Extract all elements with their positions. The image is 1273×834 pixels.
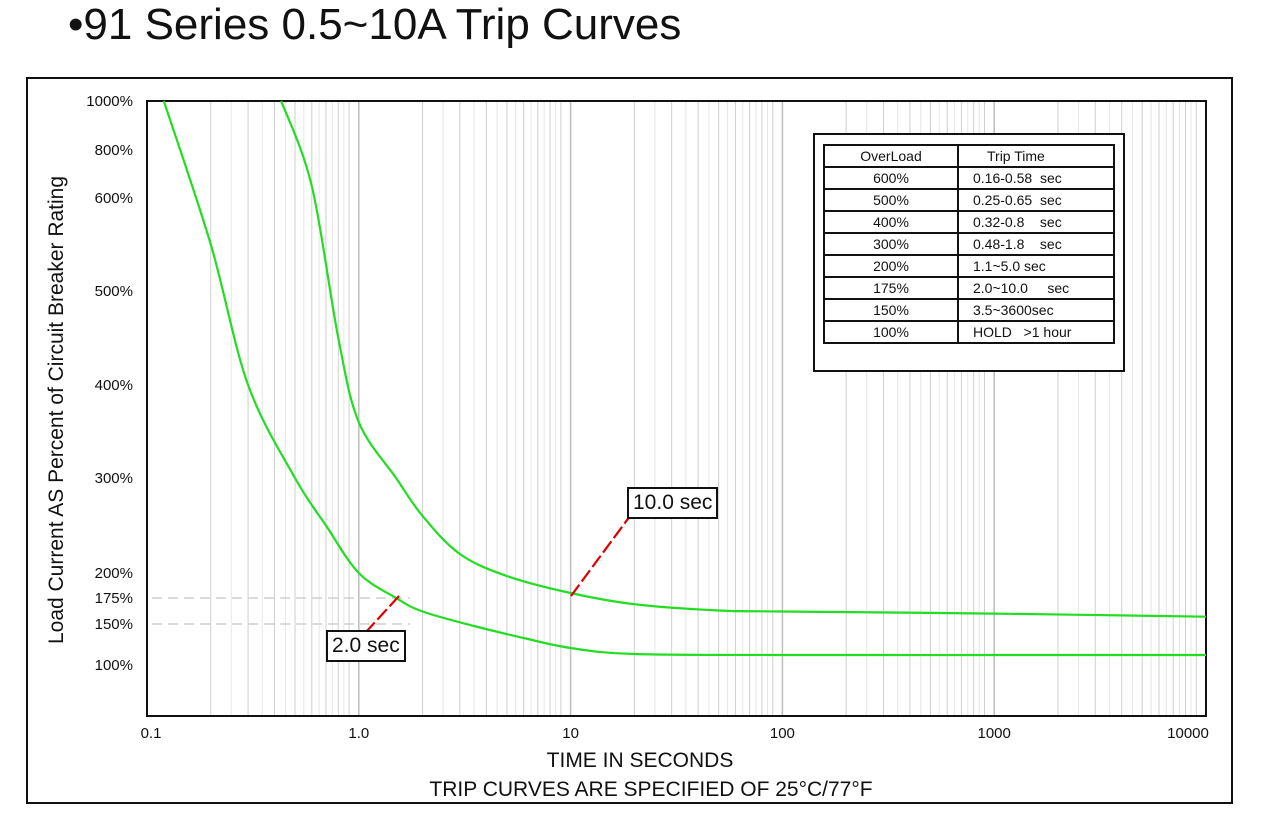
header-trip-time: Trip Time bbox=[957, 144, 1115, 168]
callout-2-sec: 2.0 sec bbox=[326, 630, 406, 662]
leader-10-sec bbox=[570, 515, 631, 597]
trip-time-cell: 0.25-0.65 sec bbox=[957, 188, 1115, 212]
x-tick-label: 100 bbox=[770, 725, 795, 742]
trip-time-cell: 1.1~5.0 sec bbox=[957, 254, 1115, 278]
y-axis-label: Load Current AS Percent of Circuit Break… bbox=[45, 176, 68, 644]
x-tick-label: 10000 bbox=[1167, 725, 1209, 742]
overload-cell: 600% bbox=[823, 166, 959, 190]
x-axis-label: TIME IN SECONDS bbox=[547, 749, 734, 772]
callout-10-sec: 10.0 sec bbox=[627, 487, 719, 519]
trip-curve-minimum bbox=[162, 100, 1206, 657]
y-tick-label: 500% bbox=[95, 283, 133, 300]
x-tick-label: 1.0 bbox=[348, 725, 369, 742]
x-tick-label: 1000 bbox=[978, 725, 1011, 742]
trip-time-cell: 0.48-1.8 sec bbox=[957, 232, 1115, 256]
leader-2-sec bbox=[365, 595, 400, 633]
page-title: •91 Series 0.5~10A Trip Curves bbox=[68, 0, 682, 49]
chart-subtitle: TRIP CURVES ARE SPECIFIED OF 25°C/77°F bbox=[429, 778, 872, 801]
overload-cell: 175% bbox=[823, 276, 959, 300]
reference-lines bbox=[152, 597, 410, 625]
y-tick-labels: 1000% 800% 600% 500% 400% 300% 200% 175% 150% 100… bbox=[86, 93, 133, 674]
y-tick-label: 400% bbox=[95, 377, 133, 394]
trip-time-cell: 2.0~10.0 sec bbox=[957, 276, 1115, 300]
y-tick-label: 600% bbox=[95, 190, 133, 207]
y-tick-label: 150% bbox=[95, 616, 133, 633]
overload-cell: 400% bbox=[823, 210, 959, 234]
y-tick-label: 1000% bbox=[86, 93, 133, 110]
trip-time-cell: HOLD >1 hour bbox=[957, 320, 1115, 344]
table-row: 400% 0.32-0.8 sec bbox=[823, 210, 1115, 234]
y-tick-label: 300% bbox=[95, 470, 133, 487]
overload-cell: 150% bbox=[823, 298, 959, 322]
trip-time-cell: 3.5~3600sec bbox=[957, 298, 1115, 322]
table-row: 100% HOLD >1 hour bbox=[823, 320, 1115, 344]
y-tick-label: 200% bbox=[95, 565, 133, 582]
chart-frame bbox=[26, 77, 1233, 804]
header-overload: OverLoad bbox=[823, 144, 959, 168]
overload-cell: 100% bbox=[823, 320, 959, 344]
overload-cell: 500% bbox=[823, 188, 959, 212]
table-row: 600% 0.16-0.58 sec bbox=[823, 166, 1115, 190]
table-header-row: OverLoad Trip Time bbox=[823, 144, 1115, 168]
y-tick-label: 100% bbox=[95, 657, 133, 674]
trip-time-cell: 0.16-0.58 sec bbox=[957, 166, 1115, 190]
plot-area-border bbox=[146, 100, 1207, 717]
overload-cell: 200% bbox=[823, 254, 959, 278]
trip-time-cell: 0.32-0.8 sec bbox=[957, 210, 1115, 234]
overload-cell: 300% bbox=[823, 232, 959, 256]
table-row: 200% 1.1~5.0 sec bbox=[823, 254, 1115, 278]
y-tick-label: 800% bbox=[95, 142, 133, 159]
x-tick-label: 0.1 bbox=[141, 725, 162, 742]
trip-curve-maximum bbox=[280, 100, 1207, 618]
y-tick-label: 175% bbox=[95, 590, 133, 607]
trip-curves bbox=[162, 100, 1207, 657]
x-tick-label: 10 bbox=[562, 725, 579, 742]
table-row: 500% 0.25-0.65 sec bbox=[823, 188, 1115, 212]
table-row: 300% 0.48-1.8 sec bbox=[823, 232, 1115, 256]
x-tick-labels: 0.1 1.0 10 100 1000 10000 bbox=[141, 725, 1209, 742]
table-row: 175% 2.0~10.0 sec bbox=[823, 276, 1115, 300]
table-row: 150% 3.5~3600sec bbox=[823, 298, 1115, 322]
overload-trip-time-table: OverLoad Trip Time 600% 0.16-0.58 sec 500%… bbox=[813, 133, 1125, 372]
annotation-leaders bbox=[365, 515, 631, 633]
